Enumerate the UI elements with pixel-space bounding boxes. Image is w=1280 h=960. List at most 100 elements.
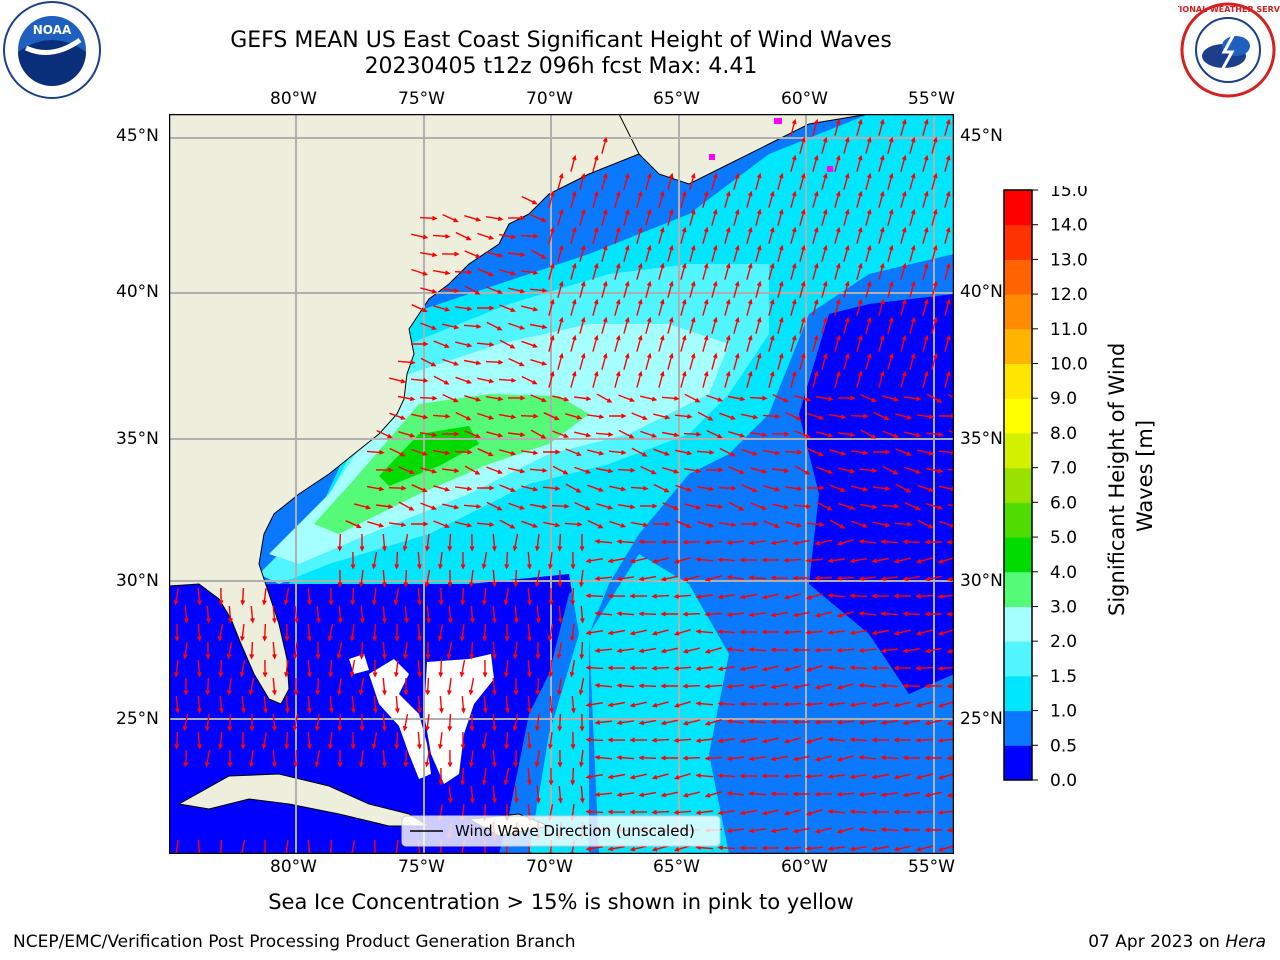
lat-tick-right: 40°N: [960, 282, 1003, 302]
wave-direction-arrow: [702, 262, 709, 280]
wave-direction-arrow: [329, 695, 334, 714]
wave-direction-arrow: [836, 719, 855, 725]
wave-direction-arrow: [684, 393, 701, 403]
wave-direction-arrow: [695, 773, 714, 778]
wave-direction-arrow: [946, 576, 954, 582]
wave-direction-arrow: [895, 413, 913, 420]
wave-direction-arrow: [486, 466, 504, 474]
wave-direction-arrow: [834, 190, 841, 208]
wave-direction-arrow: [689, 352, 696, 370]
wave-direction-arrow: [508, 252, 526, 257]
wave-direction-arrow: [697, 521, 715, 528]
wave-direction-arrow: [878, 190, 885, 208]
wave-direction-arrow: [585, 702, 604, 708]
wave-direction-arrow: [860, 394, 877, 402]
wave-direction-arrow: [447, 533, 453, 552]
wave-direction-arrow: [420, 322, 438, 330]
wave-direction-arrow: [328, 659, 334, 678]
wave-direction-arrow: [579, 750, 584, 768]
wave-direction-arrow: [630, 521, 649, 528]
wave-direction-arrow: [821, 208, 828, 226]
map-title: GEFS MEAN US East Coast Significant Heig…: [230, 28, 892, 53]
wave-direction-arrow: [557, 749, 563, 768]
wave-direction-arrow: [272, 641, 277, 660]
wave-direction-arrow: [937, 845, 954, 852]
wave-direction-arrow: [548, 587, 554, 606]
wave-direction-arrow: [827, 558, 845, 563]
wave-direction-arrow: [565, 448, 582, 456]
wave-direction-arrow: [805, 593, 823, 600]
lat-tick-left: 30°N: [116, 571, 159, 591]
wave-direction-arrow: [849, 846, 868, 852]
wave-direction-arrow: [595, 467, 614, 474]
wave-direction-arrow: [902, 575, 921, 582]
wave-direction-arrow: [904, 431, 922, 438]
wave-direction-arrow: [417, 587, 422, 606]
wave-direction-arrow: [922, 154, 929, 172]
wave-direction-arrow: [623, 244, 630, 262]
wave-direction-arrow: [403, 749, 409, 768]
wave-direction-arrow: [814, 755, 832, 762]
wave-direction-arrow: [536, 605, 541, 624]
sea-ice-speck: [709, 154, 715, 160]
wave-direction-arrow: [293, 677, 299, 696]
wave-direction-arrow: [398, 466, 415, 474]
wave-direction-arrow: [755, 208, 762, 226]
wave-direction-arrow: [542, 486, 561, 491]
wave-direction-arrow: [717, 701, 736, 707]
wave-direction-arrow: [827, 702, 845, 707]
wave-direction-arrow: [585, 630, 604, 636]
wave-direction-arrow: [856, 190, 863, 208]
wave-direction-arrow: [733, 208, 740, 226]
wave-direction-arrow: [351, 695, 356, 714]
wave-direction-arrow: [887, 316, 894, 334]
wave-direction-arrow: [240, 624, 245, 642]
wave-direction-arrow: [909, 244, 916, 262]
wave-direction-arrow: [359, 570, 364, 588]
wave-direction-arrow: [843, 316, 850, 334]
arrow-legend: Wind Wave Direction (unscaled): [401, 815, 721, 847]
wave-direction-arrow: [504, 731, 510, 750]
wave-direction-arrow: [173, 587, 180, 606]
colorbar-cell: [1004, 502, 1032, 538]
wave-direction-arrow: [856, 226, 863, 244]
wave-direction-arrow: [680, 334, 687, 352]
wave-direction-arrow: [315, 714, 320, 732]
wave-direction-arrow: [614, 226, 621, 244]
wave-direction-arrow: [579, 172, 586, 190]
wave-direction-arrow: [836, 683, 854, 690]
wave-direction-arrow: [514, 785, 519, 804]
wave-direction-arrow: [777, 316, 784, 334]
wave-direction-arrow: [508, 322, 526, 330]
wave-direction-arrow: [585, 558, 604, 564]
wave-direction-arrow: [922, 370, 929, 388]
wave-direction-arrow: [638, 611, 657, 617]
wave-direction-arrow: [733, 316, 740, 334]
wave-direction-arrow: [871, 593, 890, 599]
wave-direction-arrow: [411, 268, 429, 276]
wave-direction-arrow: [570, 624, 575, 642]
wave-direction-arrow: [680, 262, 687, 280]
wave-direction-arrow: [579, 570, 584, 588]
wave-direction-arrow: [878, 262, 885, 280]
wave-direction-arrow: [441, 431, 460, 437]
wave-direction-arrow: [799, 280, 806, 298]
wave-direction-arrow: [469, 570, 474, 588]
wave-direction-arrow: [513, 749, 519, 768]
wave-direction-arrow: [535, 714, 540, 732]
wave-direction-arrow: [873, 521, 891, 528]
wave-direction-arrow: [702, 334, 709, 352]
wave-direction-arrow: [585, 593, 604, 599]
wave-direction-arrow: [695, 666, 713, 671]
wave-direction-arrow: [653, 483, 670, 493]
wave-direction-arrow: [915, 629, 933, 636]
wave-direction-arrow: [880, 720, 898, 725]
wave-direction-arrow: [805, 702, 824, 707]
wave-direction-arrow: [609, 520, 627, 528]
wave-direction-arrow: [284, 623, 290, 642]
colorbar-cell: [1004, 224, 1032, 260]
wave-direction-arrow: [640, 465, 657, 475]
wave-direction-arrow: [878, 298, 885, 316]
wave-direction-arrow: [673, 594, 692, 599]
wave-direction-arrow: [926, 393, 943, 403]
